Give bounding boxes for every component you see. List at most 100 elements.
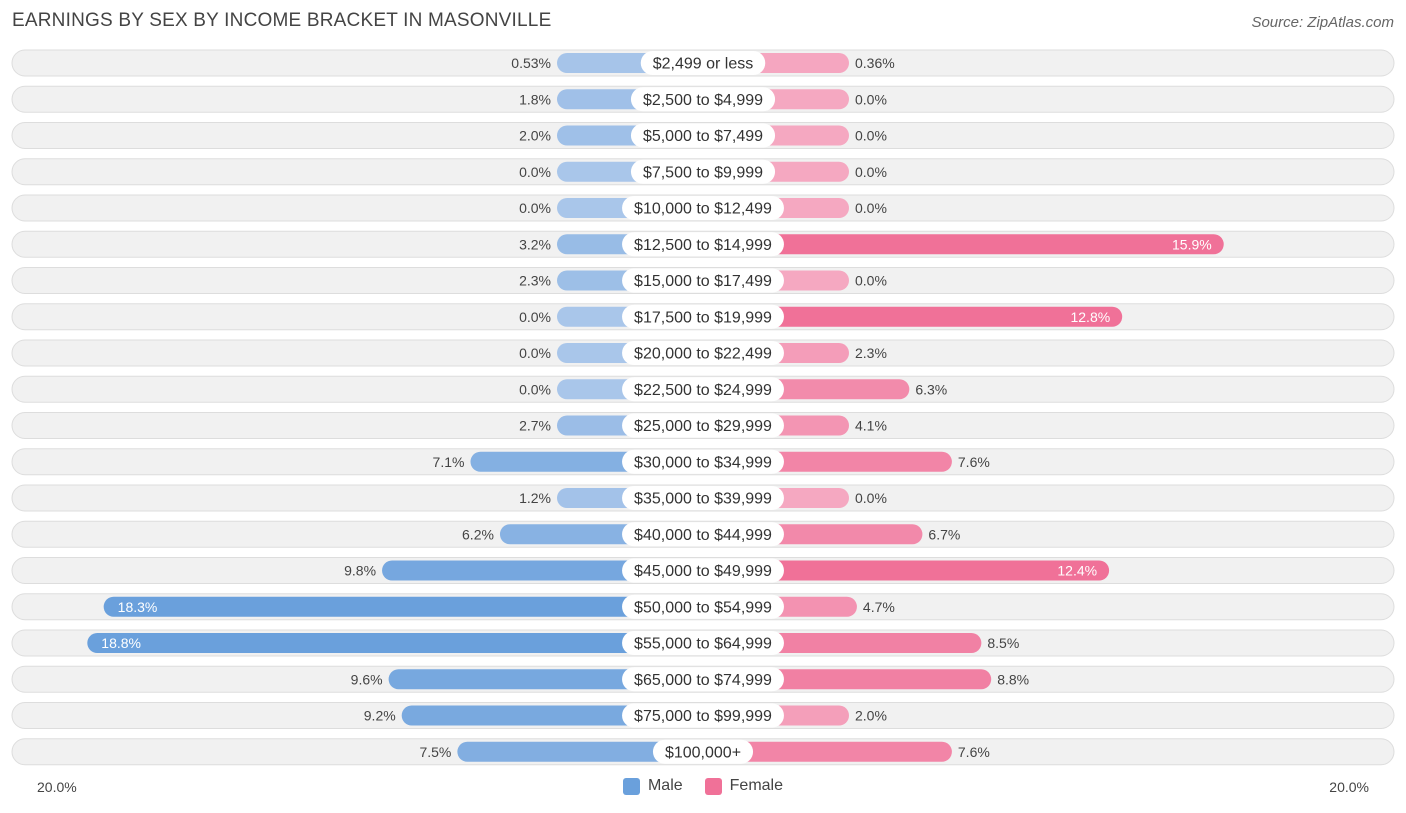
value-label-male: 9.2% bbox=[364, 708, 396, 724]
category-label: $5,000 to $7,499 bbox=[643, 128, 763, 145]
bracket-row: $5,000 to $7,499 2.0% 0.0% bbox=[11, 122, 1395, 149]
category-label: $25,000 to $29,999 bbox=[634, 418, 772, 435]
value-label-male: 9.8% bbox=[344, 563, 376, 579]
bracket-row: $30,000 to $34,999 7.1% 7.6% bbox=[11, 448, 1395, 476]
legend-label-male: Male bbox=[647, 777, 683, 794]
category-label: $40,000 to $44,999 bbox=[634, 527, 772, 544]
legend-item-male[interactable]: Male bbox=[622, 777, 683, 795]
bar-male[interactable] bbox=[457, 741, 703, 762]
value-label-male: 7.5% bbox=[419, 744, 451, 760]
category-pill bbox=[622, 341, 784, 365]
bracket-row: $7,500 to $9,999 0.0% 0.0% bbox=[11, 158, 1395, 186]
source-credit: Source: ZipAtlas.com bbox=[1251, 14, 1394, 31]
category-pill bbox=[622, 377, 784, 402]
value-label-male: 2.3% bbox=[519, 273, 551, 289]
category-pill bbox=[630, 123, 776, 148]
category-label: $100,000+ bbox=[665, 744, 741, 761]
category-pill bbox=[622, 594, 784, 619]
category-pill bbox=[630, 159, 776, 184]
value-label-male: 7.1% bbox=[433, 454, 465, 470]
value-label-female: 15.9% bbox=[1172, 236, 1212, 252]
category-label: $7,500 to $9,999 bbox=[643, 164, 763, 181]
value-label-female: 8.8% bbox=[997, 671, 1029, 687]
legend-item-female[interactable]: Female bbox=[704, 777, 784, 795]
bar-female[interactable] bbox=[703, 741, 952, 762]
category-pill bbox=[622, 449, 784, 474]
bracket-row: $22,500 to $24,999 0.0% 6.3% bbox=[11, 375, 1395, 403]
category-pill bbox=[622, 196, 784, 220]
bracket-row: $17,500 to $19,999 0.0% 12.8% bbox=[11, 303, 1395, 331]
bracket-row: $15,000 to $17,499 2.3% 0.0% bbox=[11, 267, 1395, 294]
category-pill bbox=[640, 51, 766, 75]
category-label: $17,500 to $19,999 bbox=[634, 309, 772, 326]
category-label: $20,000 to $22,499 bbox=[634, 346, 772, 363]
bracket-row: $100,000+ 7.5% 7.6% bbox=[11, 738, 1395, 766]
category-label: $50,000 to $54,999 bbox=[634, 599, 772, 616]
category-pill bbox=[630, 87, 776, 112]
category-pill bbox=[622, 558, 784, 583]
category-label: $10,000 to $12,499 bbox=[634, 201, 772, 218]
legend-swatch-female bbox=[704, 777, 722, 795]
bar-female[interactable] bbox=[703, 560, 1110, 581]
value-label-male: 2.7% bbox=[519, 418, 551, 434]
category-pill bbox=[622, 667, 784, 692]
value-label-male: 1.8% bbox=[519, 91, 551, 107]
axis-left-label: 20.0% bbox=[37, 779, 77, 795]
category-pill bbox=[622, 268, 784, 293]
value-label-female: 0.0% bbox=[855, 273, 887, 289]
bracket-row: $45,000 to $49,999 9.8% 12.4% bbox=[11, 557, 1395, 584]
value-label-female: 7.6% bbox=[958, 454, 990, 470]
category-label: $45,000 to $49,999 bbox=[634, 563, 772, 580]
value-label-female: 7.6% bbox=[958, 744, 990, 760]
value-label-female: 0.0% bbox=[855, 91, 887, 107]
bracket-row: $2,499 or less 0.53% 0.36% bbox=[11, 49, 1395, 77]
category-label: $12,500 to $14,999 bbox=[634, 237, 772, 254]
value-label-male: 0.0% bbox=[519, 381, 551, 397]
value-label-female: 0.36% bbox=[855, 55, 895, 71]
bar-male[interactable] bbox=[87, 633, 704, 653]
legend-swatch-male bbox=[622, 777, 640, 795]
value-label-female: 6.7% bbox=[928, 526, 960, 542]
value-label-female: 6.3% bbox=[915, 381, 947, 397]
value-label-female: 12.8% bbox=[1070, 309, 1110, 325]
bracket-row: $35,000 to $39,999 1.2% 0.0% bbox=[11, 484, 1395, 512]
value-label-male: 0.0% bbox=[519, 164, 551, 180]
value-label-female: 4.1% bbox=[855, 418, 887, 434]
bar-male[interactable] bbox=[103, 596, 704, 617]
bar-male[interactable] bbox=[382, 560, 703, 581]
value-label-female: 0.0% bbox=[855, 164, 887, 180]
value-label-male: 1.2% bbox=[519, 490, 551, 506]
value-label-male: 3.2% bbox=[519, 236, 551, 252]
axis-right-label: 20.0% bbox=[1329, 779, 1369, 795]
category-pill bbox=[622, 232, 784, 257]
bracket-row: $50,000 to $54,999 18.3% 4.7% bbox=[11, 593, 1395, 621]
bracket-row: $25,000 to $29,999 2.7% 4.1% bbox=[11, 412, 1395, 439]
category-label: $2,499 or less bbox=[653, 56, 754, 73]
bracket-row: $12,500 to $14,999 3.2% 15.9% bbox=[11, 230, 1395, 258]
legend: Male Female bbox=[0, 777, 1406, 795]
value-label-female: 4.7% bbox=[863, 599, 895, 615]
category-label: $2,500 to $4,999 bbox=[643, 92, 763, 109]
value-label-male: 6.2% bbox=[462, 526, 494, 542]
category-pill bbox=[622, 522, 784, 547]
category-pill bbox=[622, 304, 784, 329]
category-pill bbox=[622, 703, 784, 728]
category-label: $15,000 to $17,499 bbox=[634, 273, 772, 290]
bracket-row: $75,000 to $99,999 9.2% 2.0% bbox=[11, 702, 1395, 729]
bracket-row: $20,000 to $22,499 0.0% 2.3% bbox=[11, 339, 1395, 367]
bracket-row: $2,500 to $4,999 1.8% 0.0% bbox=[11, 85, 1395, 113]
legend-label-female: Female bbox=[729, 777, 784, 794]
value-label-female: 8.5% bbox=[987, 635, 1019, 651]
value-label-male: 9.6% bbox=[351, 671, 383, 687]
value-label-female: 12.4% bbox=[1057, 563, 1097, 579]
value-label-male: 0.0% bbox=[519, 345, 551, 361]
bar-female[interactable] bbox=[703, 234, 1224, 255]
category-pill bbox=[622, 413, 784, 438]
bracket-row: $10,000 to $12,499 0.0% 0.0% bbox=[11, 194, 1395, 222]
category-pill bbox=[622, 486, 784, 510]
bar-female[interactable] bbox=[703, 306, 1123, 327]
category-label: $75,000 to $99,999 bbox=[634, 708, 772, 725]
category-pill bbox=[652, 739, 754, 764]
bracket-row: $40,000 to $44,999 6.2% 6.7% bbox=[11, 520, 1395, 548]
